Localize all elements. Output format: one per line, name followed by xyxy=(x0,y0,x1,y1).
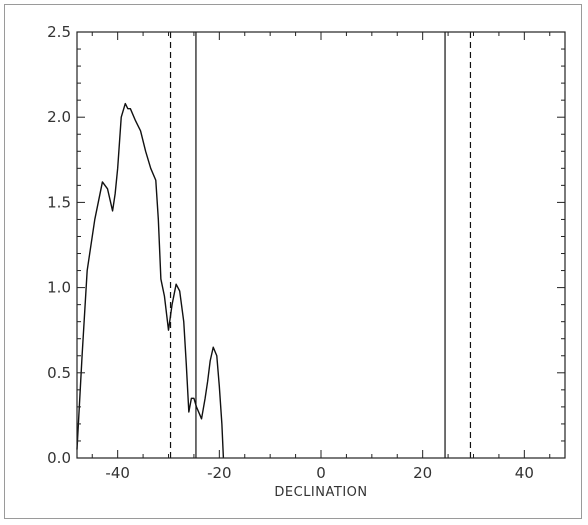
reference-lines xyxy=(169,32,472,458)
axes-box xyxy=(76,31,566,459)
y-tick-label: 2.5 xyxy=(47,23,71,41)
x-tick-label: 0 xyxy=(316,464,326,482)
y-tick-label: 0.0 xyxy=(47,449,71,467)
y-tick-label: 1.5 xyxy=(47,193,71,211)
x-axis-title: DECLINATION xyxy=(274,485,367,500)
y-tick-label: 2.0 xyxy=(47,108,71,126)
data-series-line xyxy=(76,102,225,459)
x-tick-label: 20 xyxy=(413,464,432,482)
tick-labels: -40 -20 0 20 40 0.0 0.5 1.0 1.5 2.0 2.5 xyxy=(47,23,534,482)
x-tick-label: -20 xyxy=(207,464,232,482)
series-layer xyxy=(76,102,225,459)
x-tick-label: -40 xyxy=(105,464,130,482)
y-tick-label: 1.0 xyxy=(47,279,71,297)
x-tick-label: 40 xyxy=(515,464,534,482)
figure-frame xyxy=(4,4,582,519)
y-tick-label: 0.5 xyxy=(47,364,71,382)
axes xyxy=(76,31,566,459)
ticks xyxy=(77,31,565,459)
